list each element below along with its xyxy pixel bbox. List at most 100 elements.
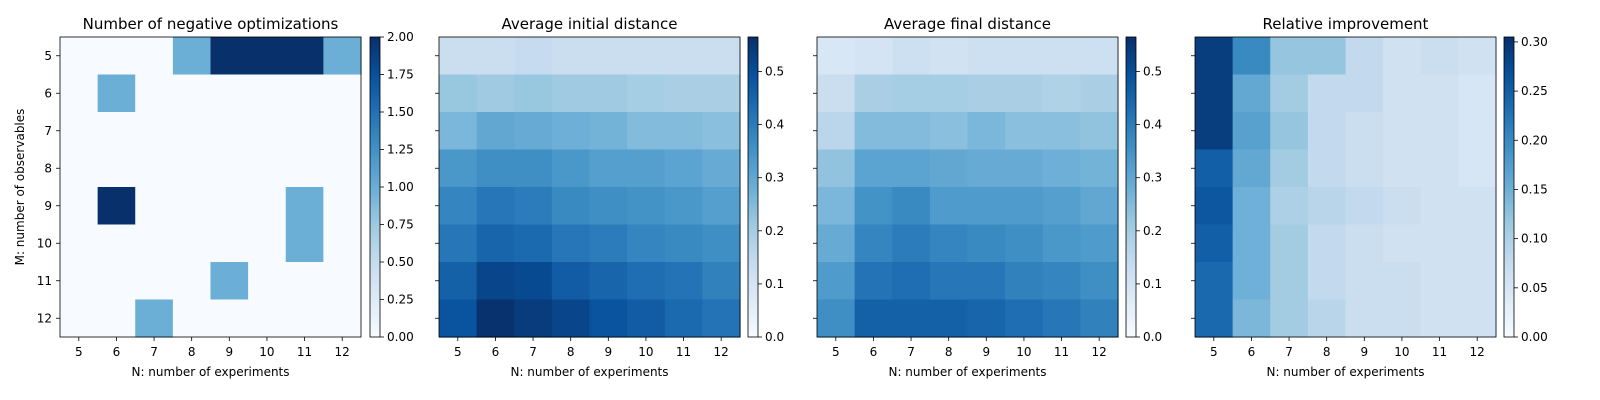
- heatmap-cell: [210, 299, 249, 338]
- panel-2-colorbar: 0.0 0.1 0.2 0.3 0.4 0.5: [1125, 36, 1162, 344]
- panel-1-cells: [439, 37, 741, 338]
- colorbar-segment: [748, 307, 758, 311]
- heatmap-cell: [1232, 187, 1271, 226]
- heatmap-cell: [967, 37, 1006, 76]
- heatmap-cell: [439, 262, 478, 301]
- x-tick-label: 8: [188, 345, 196, 359]
- colorbar-segment: [1504, 307, 1514, 311]
- colorbar-segment: [1504, 292, 1514, 296]
- panel-3-colorbar: 0.00 0.05 0.10 0.15 0.20 0.25 0.30: [1503, 35, 1548, 344]
- heatmap-cell: [97, 37, 136, 76]
- heatmap-cell: [248, 187, 287, 226]
- colorbar-segment: [1126, 247, 1136, 251]
- colorbar-segment: [1504, 175, 1514, 179]
- colorbar-segment: [748, 250, 758, 254]
- colorbar-segment: [748, 133, 758, 137]
- heatmap-cell: [210, 37, 249, 76]
- heatmap-cell: [60, 112, 99, 151]
- x-tick-label: 9: [604, 345, 612, 359]
- heatmap-cell: [854, 37, 893, 76]
- colorbar-segment: [1126, 166, 1136, 170]
- colorbar-segment: [370, 202, 380, 206]
- heatmap-cell: [323, 74, 362, 113]
- colorbar-segment: [370, 64, 380, 68]
- heatmap-cell: [929, 149, 969, 188]
- colorbar-tick-label: 0.30: [1521, 35, 1548, 49]
- colorbar-segment: [1126, 175, 1136, 179]
- axes-frame: [1194, 36, 1497, 338]
- heatmap-cell: [1307, 187, 1347, 226]
- colorbar-segment: [370, 148, 380, 152]
- heatmap-cell: [1458, 224, 1497, 263]
- heatmap-cell: [1383, 299, 1422, 338]
- colorbar-segment: [748, 259, 758, 263]
- colorbar-segment: [1504, 73, 1514, 77]
- heatmap-cell: [476, 74, 515, 113]
- colorbar-segment: [370, 232, 380, 236]
- colorbar-segment: [748, 244, 758, 248]
- heatmap-cell: [1042, 37, 1081, 76]
- colorbar-segment: [748, 202, 758, 206]
- heatmap-cell: [627, 74, 666, 113]
- x-tick-label: 5: [454, 345, 462, 359]
- panel-0-xticks: 5 6 7 8 9 10 11 12: [75, 337, 350, 359]
- colorbar-segment: [748, 103, 758, 107]
- colorbar-segment: [370, 211, 380, 215]
- colorbar-segment: [1504, 64, 1514, 68]
- heatmap-cell: [1420, 112, 1459, 151]
- colorbar-segment: [1504, 154, 1514, 158]
- x-tick-label: 8: [567, 345, 575, 359]
- colorbar-segment: [1126, 190, 1136, 194]
- colorbar-segment: [748, 55, 758, 59]
- heatmap-cell: [476, 262, 515, 301]
- colorbar-segment: [1504, 115, 1514, 119]
- x-tick-label: 7: [529, 345, 537, 359]
- colorbar-segment: [1504, 160, 1514, 164]
- colorbar-segment: [748, 151, 758, 155]
- heatmap-cell: [1345, 149, 1384, 188]
- heatmap-cell: [892, 224, 931, 263]
- heatmap-cell: [172, 262, 212, 301]
- colorbar-segment: [1126, 49, 1136, 53]
- colorbar-segment: [1126, 145, 1136, 149]
- colorbar-segment: [370, 103, 380, 107]
- colorbar-segment: [1504, 331, 1514, 335]
- colorbar-segment: [1504, 163, 1514, 167]
- panel-2-xlabel: N: number of experiments: [888, 365, 1046, 379]
- heatmap-cell: [551, 262, 591, 301]
- colorbar-segment: [748, 310, 758, 314]
- colorbar-segment: [1504, 94, 1514, 98]
- colorbar-segment: [370, 241, 380, 245]
- colorbar-segment: [1504, 334, 1514, 338]
- colorbar-segment: [1504, 121, 1514, 125]
- heatmap-cell: [1270, 299, 1309, 338]
- colorbar-segment: [1504, 259, 1514, 263]
- heatmap-cell: [589, 37, 628, 76]
- heatmap-cell: [1345, 224, 1384, 263]
- colorbar-segment: [1504, 151, 1514, 155]
- heatmap-cell: [1080, 112, 1119, 151]
- heatmap-cell: [248, 112, 287, 151]
- heatmap-cell: [967, 149, 1006, 188]
- axes-frame: [816, 36, 1119, 338]
- heatmap-cell: [967, 112, 1006, 151]
- colorbar-segment: [1126, 271, 1136, 275]
- colorbar-tick-label: 0.3: [765, 171, 784, 185]
- colorbar-segment: [748, 58, 758, 62]
- heatmap-cell: [476, 149, 515, 188]
- colorbar-segment: [1126, 106, 1136, 110]
- heatmap-cell: [627, 187, 666, 226]
- colorbar-segment: [370, 271, 380, 275]
- colorbar-segment: [1126, 124, 1136, 128]
- heatmap-cell: [248, 74, 287, 113]
- heatmap-cell: [439, 37, 478, 76]
- colorbar-segment: [370, 127, 380, 131]
- colorbar-segment: [1126, 79, 1136, 83]
- colorbar-segment: [1126, 37, 1136, 41]
- heatmap-cell: [1420, 149, 1459, 188]
- x-tick-label: 6: [113, 345, 121, 359]
- colorbar-segment: [370, 316, 380, 320]
- heatmap-cell: [476, 299, 515, 338]
- panel-1-frame: [438, 36, 741, 338]
- colorbar-segment: [748, 286, 758, 290]
